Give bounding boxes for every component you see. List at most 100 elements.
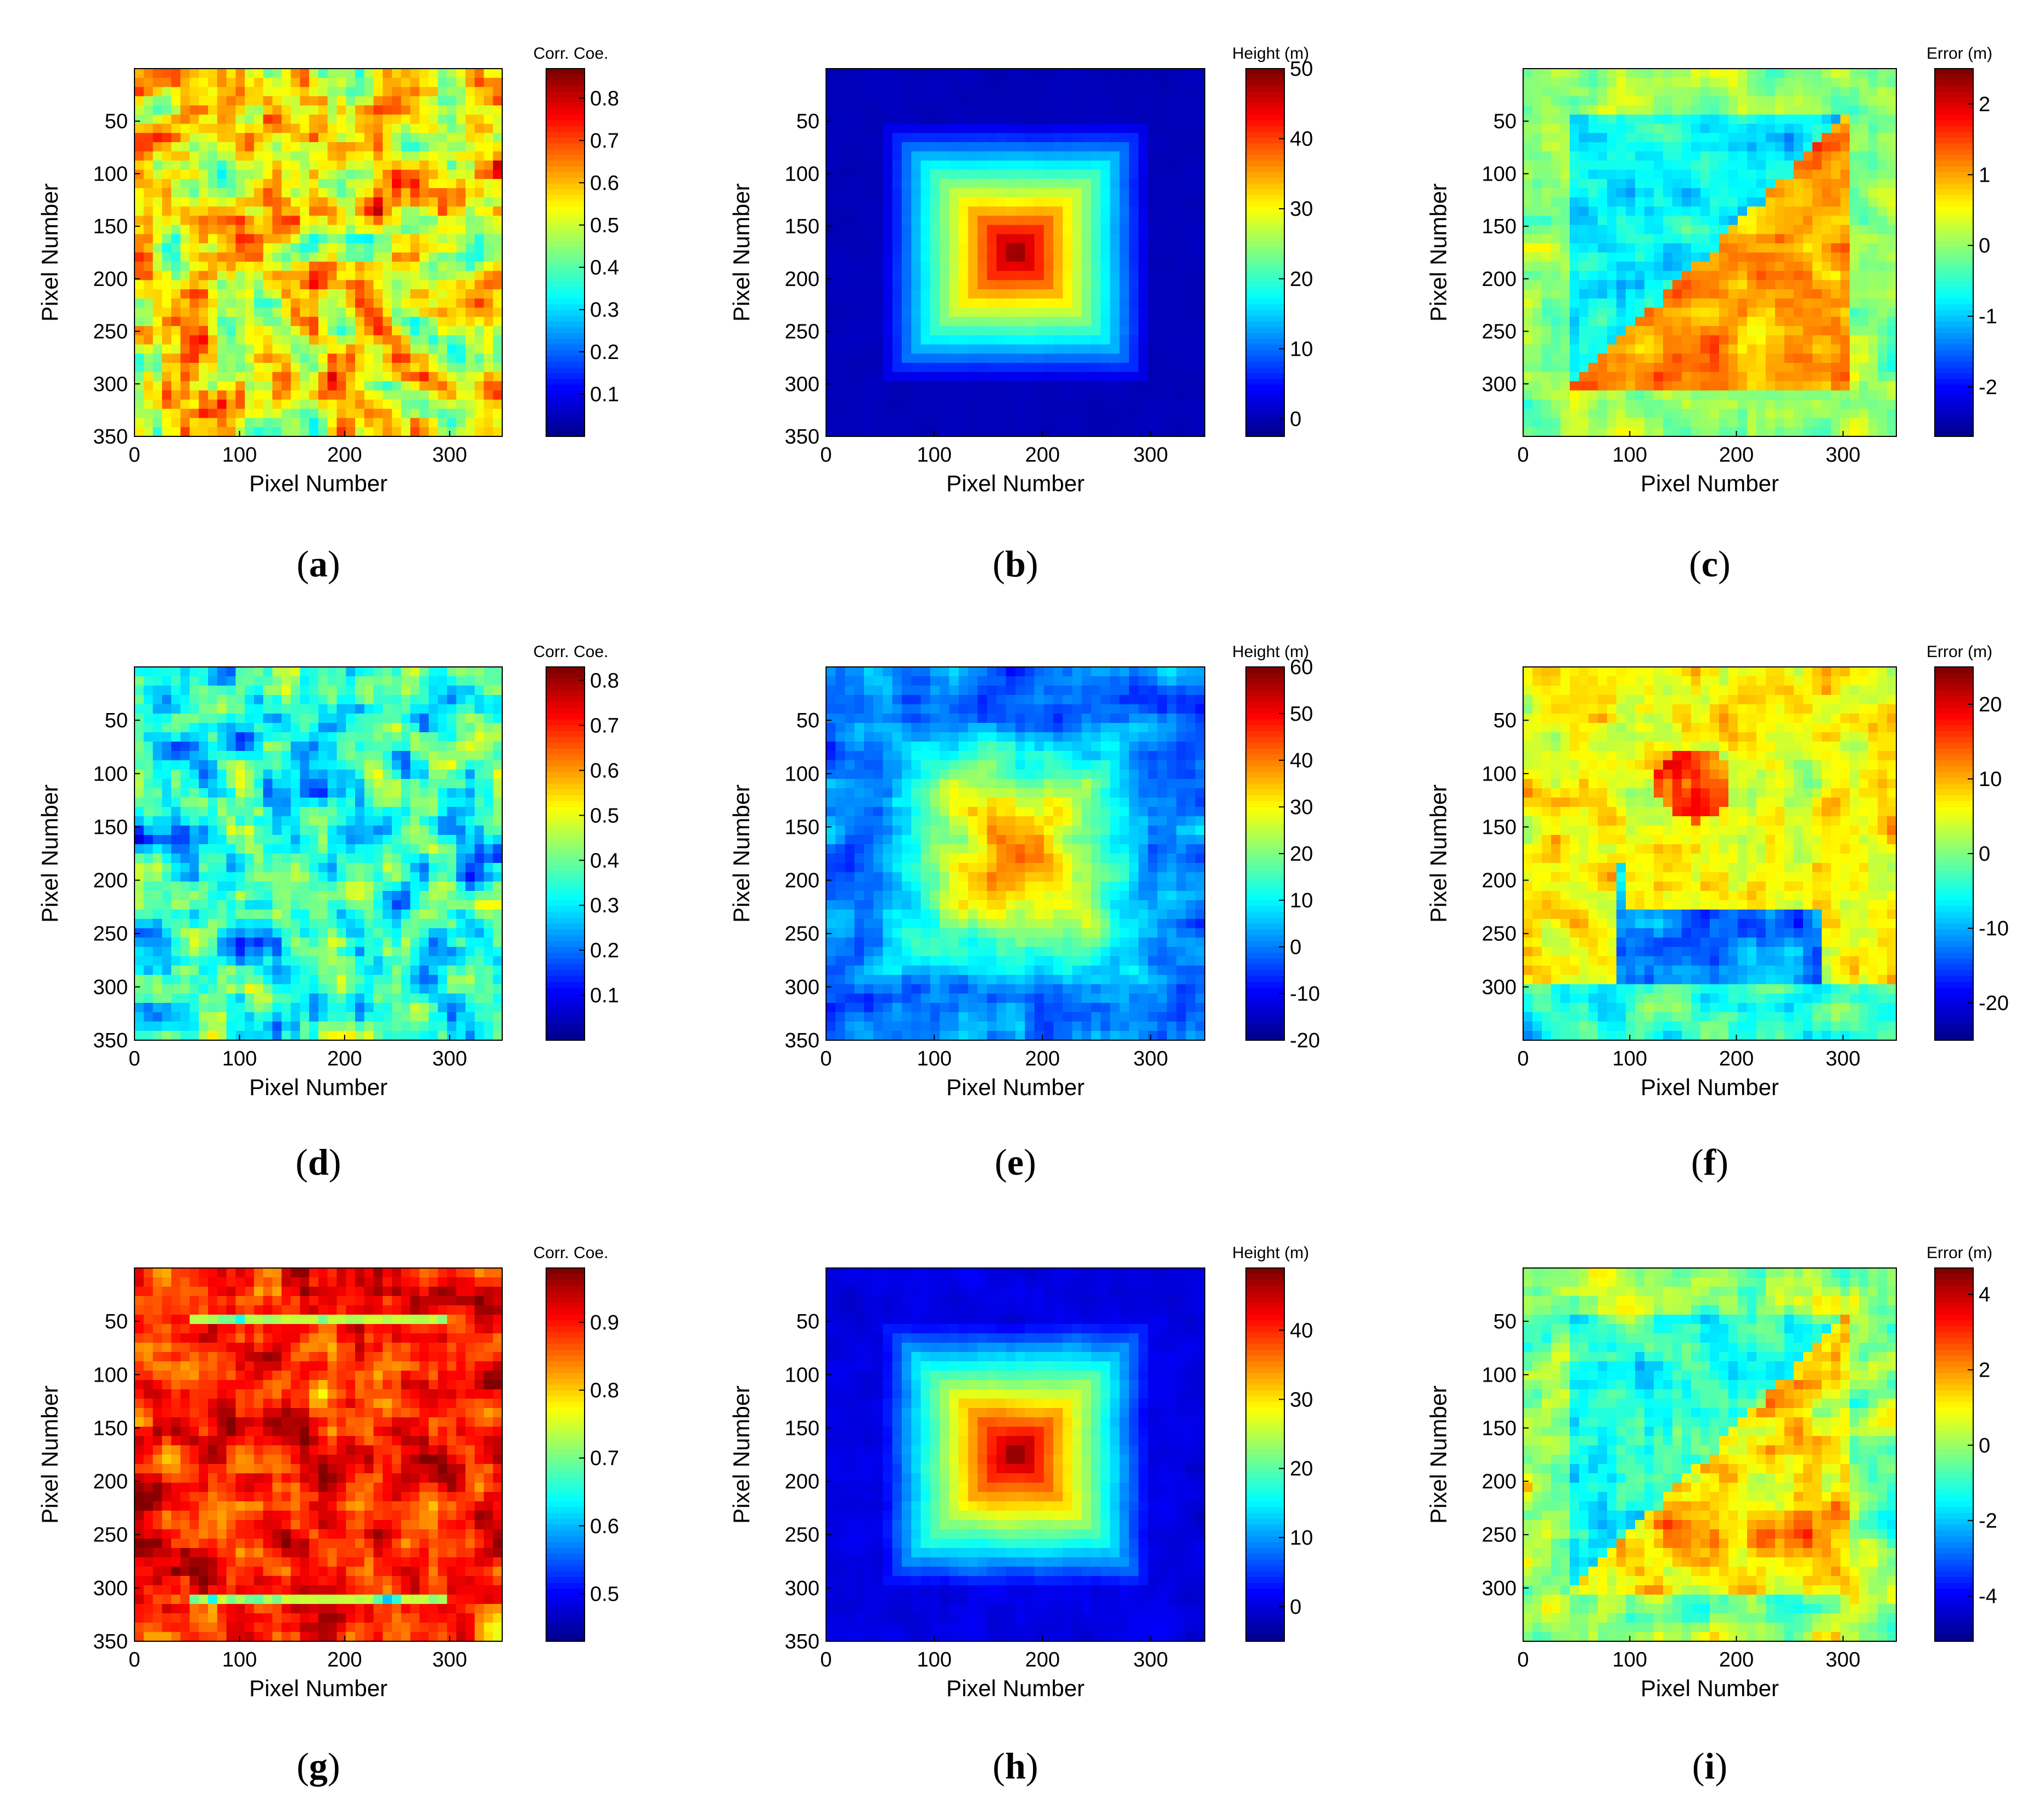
heatmap-cell <box>1034 354 1045 363</box>
heatmap-cell <box>1831 344 1841 354</box>
heatmap-cell <box>1195 114 1205 125</box>
heatmap-cell <box>484 363 493 373</box>
heatmap-cell <box>1784 160 1794 170</box>
heatmap-cell <box>1195 271 1205 280</box>
heatmap-cell <box>1072 400 1082 409</box>
heatmap-cell <box>437 96 448 106</box>
heatmap-cell <box>484 307 493 317</box>
heatmap-cell <box>949 151 959 161</box>
heatmap-cell <box>854 105 864 115</box>
heatmap-cell <box>1167 418 1177 428</box>
heatmap-cell <box>958 124 969 133</box>
heatmap-cell <box>419 124 429 133</box>
colorbar-segment <box>1246 160 1284 167</box>
heatmap-cell <box>1091 188 1101 198</box>
heatmap-cell <box>1148 335 1158 345</box>
heatmap-cell <box>1176 253 1187 262</box>
heatmap-cell <box>180 418 190 428</box>
heatmap-cell <box>208 253 218 262</box>
heatmap-cell <box>1138 243 1149 253</box>
heatmap-cell <box>1775 151 1785 161</box>
heatmap-cell <box>318 289 328 299</box>
heatmap-cell <box>235 234 245 244</box>
heatmap-cell <box>1878 216 1888 226</box>
heatmap-cell <box>272 261 282 272</box>
heatmap-cell <box>401 372 411 382</box>
heatmap-cell <box>1176 188 1187 198</box>
heatmap-cell <box>364 206 374 216</box>
heatmap-cell <box>300 418 310 428</box>
heatmap-cell <box>1186 160 1196 170</box>
heatmap-cell <box>1784 400 1794 409</box>
heatmap-cell <box>336 188 346 198</box>
heatmap-cell <box>392 381 402 391</box>
heatmap-cell <box>1598 151 1608 161</box>
heatmap-cell <box>1063 390 1073 400</box>
heatmap-cell <box>217 243 227 253</box>
heatmap-cell <box>892 418 902 428</box>
heatmap-cell <box>1148 243 1158 253</box>
heatmap-cell <box>282 243 291 253</box>
heatmap-cell <box>290 114 301 125</box>
heatmap-cell <box>373 188 383 198</box>
heatmap-cell <box>1072 280 1082 290</box>
heatmap-cell <box>1560 427 1570 437</box>
heatmap-cell <box>437 206 448 216</box>
heatmap-cell <box>208 114 218 125</box>
heatmap-cell <box>401 326 411 336</box>
heatmap-cell <box>1091 335 1101 345</box>
heatmap-cell <box>911 390 922 400</box>
heatmap-cell <box>401 408 411 419</box>
heatmap-cell <box>1138 114 1149 125</box>
heatmap-cell <box>493 418 503 428</box>
heatmap-cell <box>949 197 959 207</box>
heatmap-cell <box>1138 344 1149 354</box>
heatmap-cell <box>1157 390 1167 400</box>
heatmap-cell <box>1663 307 1673 317</box>
heatmap-cell <box>1148 253 1158 262</box>
heatmap-cell <box>1868 307 1878 317</box>
heatmap-cell <box>883 253 893 262</box>
heatmap-cell <box>1868 418 1878 428</box>
heatmap-cell <box>1063 335 1073 345</box>
heatmap-cell <box>1607 96 1617 106</box>
heatmap-cell <box>245 96 255 106</box>
colorbar-segment <box>546 379 585 385</box>
heatmap-cell <box>134 87 144 97</box>
heatmap-cell <box>1822 372 1832 382</box>
heatmap-cell <box>401 253 411 262</box>
heatmap-cell <box>1663 372 1673 382</box>
heatmap-cell <box>1186 261 1196 272</box>
heatmap-cell <box>456 289 466 299</box>
heatmap-cell <box>474 69 485 78</box>
heatmap-cell <box>1691 363 1701 373</box>
heatmap-cell <box>883 234 893 244</box>
heatmap-cell <box>1607 69 1617 78</box>
heatmap-cell <box>1831 408 1841 419</box>
heatmap-cell <box>1588 170 1598 179</box>
heatmap-cell <box>911 114 922 125</box>
heatmap-cell <box>484 216 493 226</box>
heatmap-cell <box>968 363 978 373</box>
colorbar-segment <box>1246 310 1284 316</box>
heatmap-cell <box>272 188 282 198</box>
heatmap-cell <box>1523 307 1533 317</box>
heatmap-cell <box>309 363 319 373</box>
heatmap-cell <box>290 179 301 189</box>
heatmap-cell <box>1110 225 1120 235</box>
heatmap-cell <box>1072 271 1082 280</box>
heatmap-cell <box>1794 317 1804 327</box>
heatmap-cell <box>1803 234 1813 244</box>
heatmap-cell <box>336 418 346 428</box>
heatmap-cell <box>1775 261 1785 272</box>
heatmap-cell <box>327 243 338 253</box>
heatmap-cell <box>300 216 310 226</box>
heatmap-cell <box>1850 243 1860 253</box>
heatmap-cell <box>309 307 319 317</box>
heatmap-cell <box>864 197 874 207</box>
heatmap-cell <box>1043 261 1054 272</box>
heatmap-cell <box>309 225 319 235</box>
heatmap-cell <box>484 289 493 299</box>
heatmap-cell <box>373 289 383 299</box>
